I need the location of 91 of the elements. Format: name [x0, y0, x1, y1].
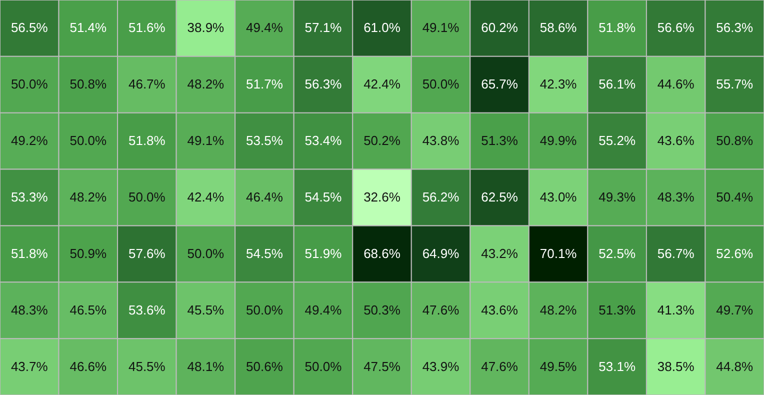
data-label: 53.5% [246, 133, 284, 148]
data-label: 51.4% [70, 20, 108, 36]
data-label: 56.3% [716, 20, 754, 36]
data-label: 46.7% [128, 76, 166, 92]
data-label: 54.5% [304, 190, 342, 204]
data-label: 42.3% [540, 76, 578, 92]
data-label: 50.0% [70, 133, 108, 148]
data-label: 51.8% [598, 20, 636, 36]
data-label: 53.4% [304, 133, 342, 148]
data-label: 50.8% [70, 76, 108, 92]
data-label: 45.5% [187, 302, 225, 318]
data-label: 43.6% [481, 302, 518, 318]
data-label: 57.6% [128, 246, 166, 261]
data-label: 49.5% [540, 358, 578, 374]
data-label: 56.6% [657, 20, 695, 36]
data-label: 49.1% [422, 20, 460, 36]
data-label: 43.9% [422, 358, 460, 374]
data-label: 32.6% [364, 190, 401, 204]
data-label: 43.8% [422, 133, 460, 148]
data-label: 60.2% [481, 20, 518, 36]
data-label: 49.4% [304, 302, 342, 318]
data-label: 51.3% [598, 302, 636, 318]
data-label: 50.8% [716, 133, 754, 148]
data-label: 43.6% [657, 133, 695, 148]
data-label: 42.4% [364, 76, 401, 92]
data-label: 50.0% [128, 190, 166, 204]
data-label: 43.2% [481, 246, 518, 261]
data-label: 50.6% [246, 358, 284, 374]
data-label: 65.7% [481, 76, 518, 92]
data-label: 54.5% [246, 246, 284, 261]
data-label: 56.2% [422, 190, 460, 204]
data-label: 50.9% [70, 246, 108, 261]
data-label: 48.1% [187, 358, 225, 374]
data-label: 46.4% [246, 190, 284, 204]
data-label: 56.5% [10, 20, 48, 36]
data-label: 61.0% [364, 20, 401, 36]
data-label: 51.6% [128, 20, 166, 36]
data-label: 47.6% [422, 302, 460, 318]
data-label: 51.7% [246, 76, 284, 92]
data-label: 47.6% [481, 358, 518, 374]
data-label: 49.1% [187, 133, 225, 148]
data-label: 52.5% [598, 246, 636, 261]
data-label: 49.2% [10, 133, 48, 148]
data-label: 41.3% [657, 302, 695, 318]
data-label: 53.1% [598, 358, 636, 374]
data-label: 50.0% [187, 246, 225, 261]
data-label: 46.6% [70, 358, 108, 374]
data-label: 38.9% [187, 20, 225, 36]
data-label: 50.0% [422, 76, 460, 92]
data-label: 57.1% [304, 20, 342, 36]
data-label: 48.3% [657, 190, 695, 204]
data-label: 51.8% [128, 133, 166, 148]
data-label: 62.5% [481, 190, 518, 204]
data-label: 43.7% [10, 358, 48, 374]
data-label: 38.5% [657, 358, 695, 374]
data-label: 58.6% [540, 20, 578, 36]
data-label: 46.5% [70, 302, 108, 318]
data-label: 53.3% [10, 190, 48, 204]
data-label: 50.3% [364, 302, 401, 318]
data-label: 56.3% [304, 76, 342, 92]
data-label: 47.5% [364, 358, 401, 374]
data-label: 50.2% [364, 133, 401, 148]
data-label: 49.7% [716, 302, 754, 318]
data-label: 56.1% [598, 76, 636, 92]
data-label: 48.2% [70, 190, 108, 204]
data-label: 50.0% [10, 76, 48, 92]
data-label: 44.8% [716, 358, 754, 374]
data-label: 50.0% [304, 358, 342, 374]
data-label: 49.9% [540, 133, 578, 148]
data-label: 50.0% [246, 302, 284, 318]
data-label: 44.6% [657, 76, 695, 92]
data-label: 42.4% [187, 190, 225, 204]
data-label: 48.3% [10, 302, 48, 318]
data-label: 70.1% [540, 246, 578, 261]
data-label: 53.6% [128, 302, 166, 318]
data-label: 51.8% [10, 246, 48, 261]
data-label: 52.6% [716, 246, 754, 261]
data-label: 48.2% [187, 76, 225, 92]
data-label: 55.2% [598, 133, 636, 148]
data-label: 55.7% [716, 76, 754, 92]
data-label: 49.3% [598, 190, 636, 204]
data-label: 50.4% [716, 190, 754, 204]
data-label: 51.9% [304, 246, 342, 261]
data-label: 64.9% [422, 246, 460, 261]
data-label: 49.4% [246, 20, 284, 36]
data-label: 68.6% [364, 246, 401, 261]
data-label: 56.7% [657, 246, 695, 261]
data-label: 51.3% [481, 133, 518, 148]
data-label: 48.2% [540, 302, 578, 318]
data-label: 45.5% [128, 358, 166, 374]
data-label: 43.0% [540, 190, 578, 204]
